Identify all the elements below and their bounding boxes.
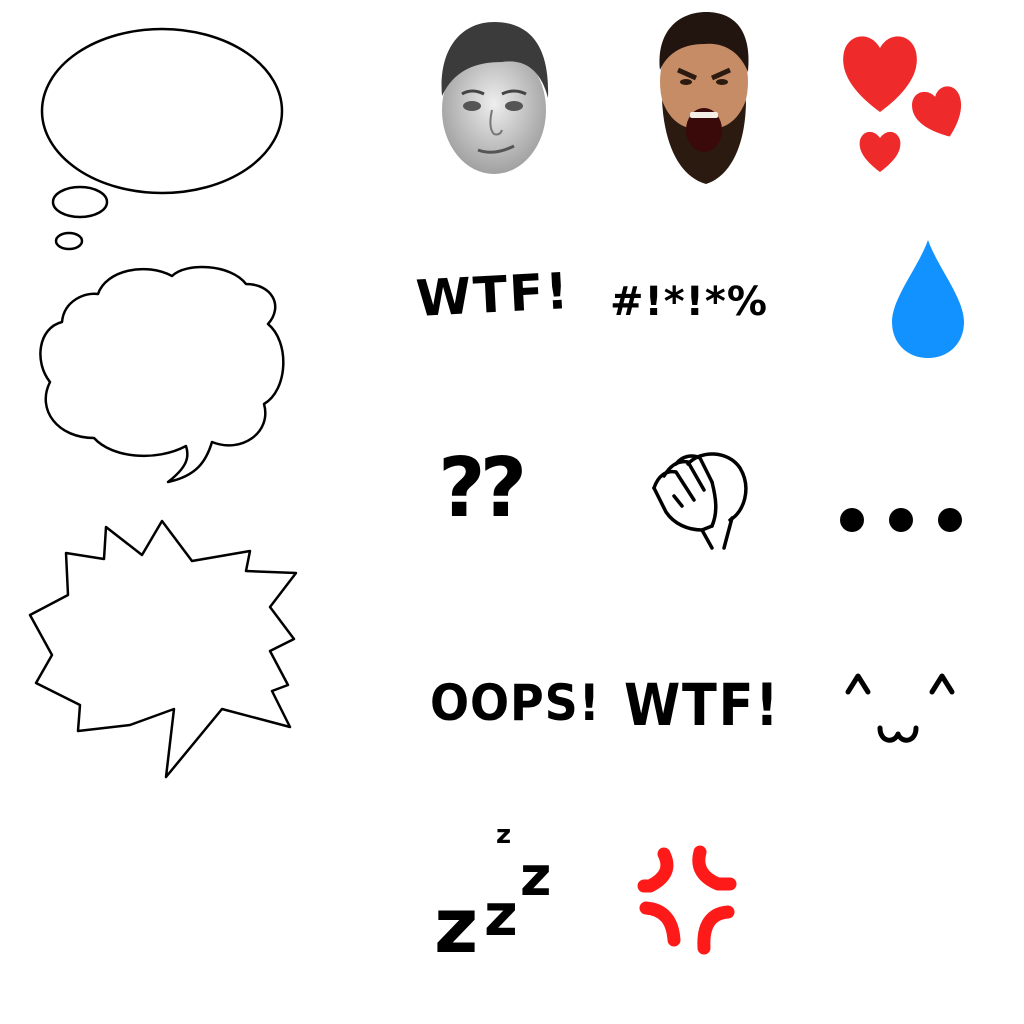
wtf-brush-text: WTF! [414, 262, 572, 328]
zzz-letter-medium: z [484, 881, 518, 949]
question-marks-text: ?? [438, 441, 527, 536]
hearts-icon [843, 36, 962, 172]
facepalm-icon [652, 452, 748, 550]
shouting-spartan-face-icon [659, 12, 749, 184]
zzz-letter-tiny: z [496, 820, 512, 850]
spiky-shout-bubble [28, 519, 298, 779]
anger-vein-icon [637, 845, 737, 955]
ellipsis-dots-icon [840, 508, 962, 532]
thought-bubble [40, 27, 284, 251]
cloud-speech-bubble [39, 265, 285, 484]
wtf-bold-text: WTF! [624, 671, 781, 739]
zzz-letter-large: z [434, 881, 479, 970]
sweat-drop-icon [892, 240, 964, 358]
happy-kaomoji-face-icon [845, 673, 955, 743]
sleep-zzz-icon: z z z z [434, 822, 564, 974]
zzz-letter-small: z [520, 845, 552, 908]
oops-text: OOPS! [430, 674, 601, 732]
kappa-face-icon [441, 22, 549, 174]
grawlix-text: #!*!*% [610, 279, 768, 325]
